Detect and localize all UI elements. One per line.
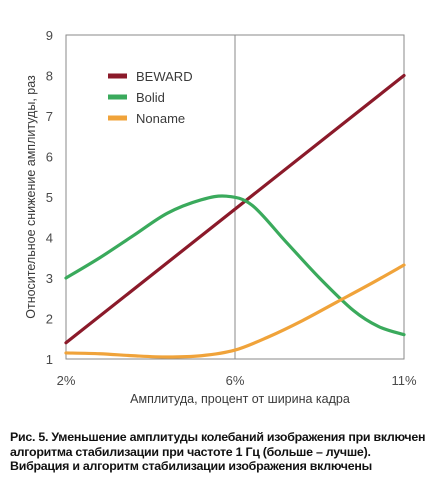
caption-line-2: алгоритма стабилизации при частоте 1 Гц … <box>10 444 371 459</box>
y-tick-label: 2 <box>46 312 53 327</box>
x-tick-label: 11% <box>391 373 416 388</box>
series-line-beward <box>64 73 406 345</box>
line-chart: 1 2 3 4 5 6 7 8 9 2% 6% 11% BEWARD Bolid Noname Ампл… <box>24 28 417 406</box>
series-line-bolid <box>64 194 406 337</box>
y-tick-label: 7 <box>46 109 53 124</box>
y-tick-label: 6 <box>46 150 53 165</box>
y-tick-label: 4 <box>46 231 53 246</box>
legend-label-bolid: Bolid <box>136 90 165 105</box>
y-axis-title: Относительное снижение амплитуды, раз <box>24 75 38 319</box>
x-tick-labels: 2% 6% 11% <box>57 373 417 388</box>
y-tick-label: 8 <box>46 69 53 84</box>
y-tick-label: 9 <box>46 28 53 43</box>
series-line-noname <box>64 263 406 359</box>
y-tick-labels: 1 2 3 4 5 6 7 8 9 <box>46 28 53 367</box>
x-tick-label: 6% <box>226 373 245 388</box>
x-tick-label: 2% <box>57 373 76 388</box>
y-tick-label: 5 <box>46 190 53 205</box>
legend-label-beward: BEWARD <box>136 69 193 84</box>
caption-line-3: Вибрация и алгоритм стабилизации изображ… <box>10 459 372 474</box>
caption-line-1: Рис. 5. Уменьшение амплитуды колебаний и… <box>10 430 426 444</box>
figure-caption: Рис. 5. Уменьшение амплитуды колебаний и… <box>10 430 426 474</box>
y-tick-label: 1 <box>46 352 53 367</box>
series-lines <box>64 73 406 359</box>
legend-label-noname: Noname <box>136 111 185 126</box>
x-axis-title: Амплитуда, процент от ширина кадра <box>130 392 350 406</box>
y-tick-label: 3 <box>46 271 53 286</box>
legend: BEWARD Bolid Noname <box>108 69 193 126</box>
